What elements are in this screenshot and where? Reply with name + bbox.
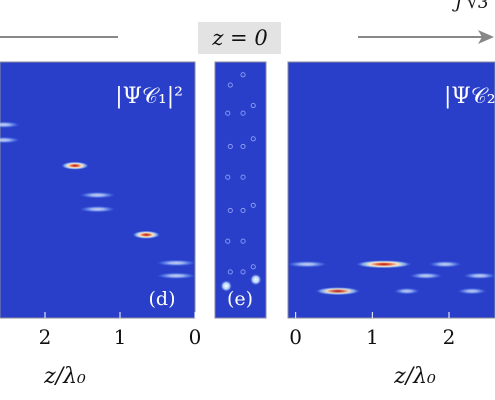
z-label-box: [198, 22, 281, 54]
panel-d-streak: [78, 191, 117, 199]
panel-f-streak: [314, 286, 361, 296]
panel-e-ring: [225, 110, 231, 116]
panel-e-ring: [240, 72, 246, 78]
panel-d-streak: [60, 161, 90, 170]
panel-e-ring: [225, 174, 231, 180]
panel-f-streak: [456, 287, 488, 295]
panel-e-label: (e): [227, 288, 253, 310]
panel-f-streak: [427, 260, 463, 268]
panel-e-ring: [240, 269, 246, 275]
panel-d-xlabel: z/λ₀: [43, 364, 86, 389]
panel-d-field-label: |Ψ𝒞₁|²: [115, 84, 183, 109]
panel-d-label: (d): [149, 288, 176, 310]
top-right-fragment: J √3: [452, 0, 489, 13]
panel-f-background: [287, 61, 495, 319]
panel-f-tick-label: 2: [443, 325, 456, 349]
right-arrowhead: [478, 30, 494, 44]
panel-e-ring: [240, 238, 246, 244]
axis-ticks: 2 1 0 0 1 2: [39, 312, 456, 349]
panel-f-streak: [462, 272, 495, 280]
panel-e-ring: [227, 269, 233, 275]
panel-e-ring: [240, 174, 246, 180]
panel-e-ring: [240, 207, 246, 214]
panel-d-tick-label: 0: [189, 325, 202, 349]
panel-f-streak: [408, 272, 444, 280]
panel-e-ring: [227, 82, 233, 88]
panel-d-streak: [155, 259, 195, 267]
panel-e-ring: [227, 143, 233, 150]
panel-d-tick-label: 2: [39, 325, 52, 349]
panel-e-bright-point: [249, 273, 262, 286]
panel-e-ring: [227, 207, 233, 214]
panel-d-streak: [155, 272, 195, 280]
panel-e-ring: [240, 143, 246, 150]
panel-e-ring: [250, 136, 256, 142]
panel-f-streak: [355, 260, 413, 269]
panel-e-ring: [225, 238, 231, 244]
z-label: z = 0: [211, 26, 267, 50]
panel-f-xlabel: z/λ₀: [393, 364, 436, 389]
panel-d-streak: [78, 205, 117, 213]
panel-f-streak: [393, 287, 421, 295]
panel-d-streaks: [0, 121, 195, 280]
panel-e-ring: [250, 264, 256, 270]
panel-e-marks: [220, 72, 262, 292]
panel-f-streak: [288, 260, 329, 268]
panel-e-ring: [250, 202, 256, 208]
panel-d-streak: [0, 121, 21, 129]
panel-e-ring: [250, 102, 256, 109]
panel-f-tick-label: 0: [289, 325, 302, 349]
panel-f-streaks: [288, 260, 495, 296]
panel-d-tick-label: 1: [114, 325, 127, 349]
panel-e-bright-point: [220, 280, 233, 292]
panel-e-ring: [240, 110, 246, 116]
panel-d-streak: [132, 230, 161, 239]
panel-f-tick-label: 1: [366, 325, 379, 349]
panel-f-field-label: |Ψ𝒞₂: [444, 84, 495, 109]
panel-d-streak: [0, 136, 21, 144]
